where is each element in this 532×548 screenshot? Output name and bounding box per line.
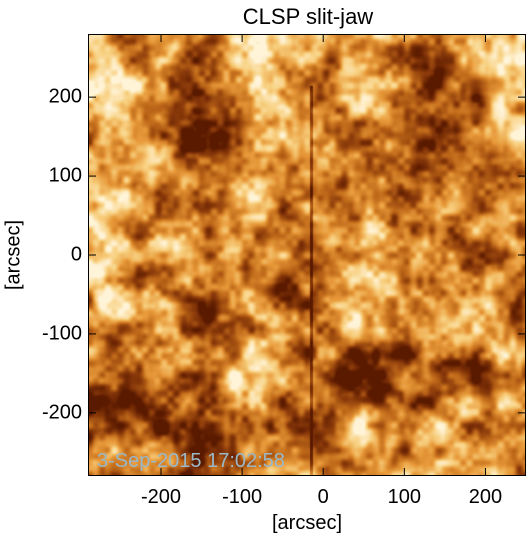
y-tick-label: -100 [41,322,82,345]
x-tick-label: 200 [468,486,503,508]
solar-texture-canvas [89,35,525,475]
plot-title: CLSP slit-jaw [242,4,374,29]
y-axis-label: [arcsec] [2,219,25,291]
y-tick-label: 200 [48,85,82,108]
x-tick-label: 0 [317,486,329,508]
y-tick-label: 100 [48,164,82,187]
x-tick-label: -200 [140,486,182,508]
x-axis-label: [arcsec] [271,512,343,534]
x-tick-label: 100 [387,486,422,508]
y-tick-label: -200 [41,401,82,424]
y-tick-label: 0 [70,243,82,266]
timestamp-label: 3-Sep-2015 17:02:58 [97,450,285,472]
x-tick-label: -100 [222,486,263,508]
slit-jaw-image: 3-Sep-2015 17:02:58 [88,34,526,476]
